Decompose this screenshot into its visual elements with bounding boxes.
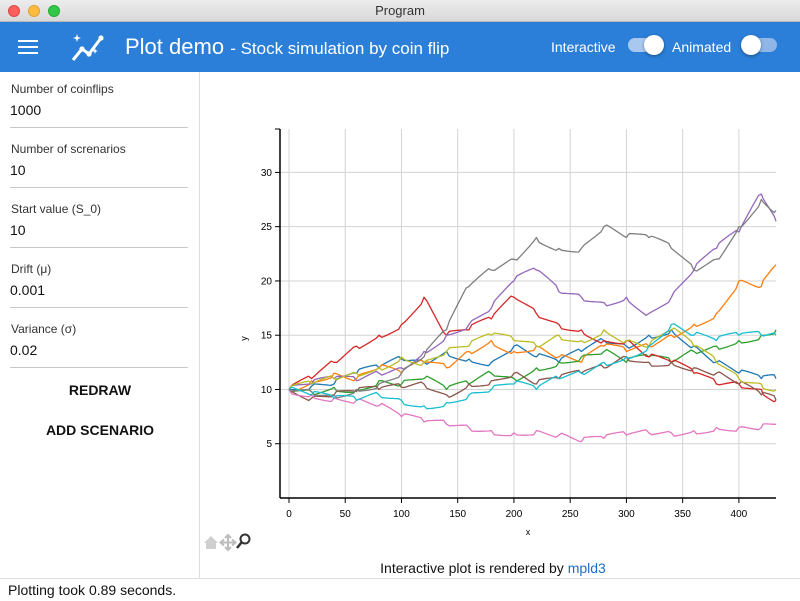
- coinflips-input[interactable]: [10, 100, 188, 120]
- scenarios-input[interactable]: [10, 160, 188, 180]
- stock-simulation-chart[interactable]: 0 50 100 150 200 250 300 350 400 5 10 15 20 25 30 x y: [201, 72, 800, 560]
- plot-caption: Interactive plot is rendered by mpld3: [201, 560, 785, 576]
- x-tick-label: 0: [286, 509, 292, 520]
- chart-logo-icon: [71, 34, 104, 61]
- series-line-6: [288, 389, 777, 443]
- variance-field: Variance (σ): [10, 312, 188, 368]
- close-window-button[interactable]: [8, 5, 20, 17]
- y-tick-label: 30: [261, 168, 273, 179]
- pan-icon[interactable]: [218, 533, 238, 552]
- x-tick-label: 200: [506, 509, 523, 520]
- window-title: Program: [375, 3, 425, 18]
- app-title: Plot demo - Stock simulation by coin fli…: [125, 34, 449, 60]
- y-tick-label: 20: [261, 276, 273, 287]
- x-tick-label: 100: [393, 509, 410, 520]
- parameters-sidebar: Number of coinflips Number of screnarios…: [0, 72, 200, 578]
- start-value-label: Start value (S_0): [11, 202, 102, 216]
- minimize-window-button[interactable]: [28, 5, 40, 17]
- y-tick-label: 5: [266, 439, 272, 450]
- series-line-7: [288, 198, 777, 399]
- y-tick-label: 25: [261, 222, 273, 233]
- coinflips-field: Number of coinflips: [10, 72, 188, 128]
- chart-grid: [280, 129, 776, 498]
- home-icon[interactable]: [204, 536, 218, 549]
- scenarios-field: Number of screnarios: [10, 132, 188, 188]
- plot-area: 0 50 100 150 200 250 300 350 400 5 10 15 20 25 30 x y In…: [201, 72, 800, 578]
- series-line-4: [288, 193, 777, 390]
- status-text: Plotting took 0.89 seconds.: [8, 582, 177, 598]
- interactive-toggle[interactable]: [628, 35, 664, 55]
- drift-field: Drift (μ): [10, 252, 188, 308]
- add-scenario-button[interactable]: ADD SCENARIO: [45, 422, 155, 438]
- plot-caption-text: Interactive plot is rendered by: [380, 560, 568, 576]
- redraw-button[interactable]: REDRAW: [68, 382, 132, 398]
- x-tick-label: 350: [674, 509, 691, 520]
- y-tick-label: 10: [261, 385, 273, 396]
- hamburger-menu-icon[interactable]: [18, 40, 38, 54]
- series-line-1: [288, 264, 777, 393]
- start-value-input[interactable]: [10, 220, 188, 240]
- x-tick-label: 150: [449, 509, 466, 520]
- x-tick-label: 250: [562, 509, 579, 520]
- y-tick-label: 15: [261, 331, 273, 342]
- series-line-5: [288, 355, 777, 402]
- app-title-text: Plot demo: [125, 34, 225, 59]
- x-tick-label: 50: [340, 509, 352, 520]
- app-bar: Plot demo - Stock simulation by coin fli…: [0, 22, 800, 72]
- drift-input[interactable]: [10, 280, 188, 300]
- y-axis-label: y: [239, 336, 249, 341]
- toggle-knob: [644, 35, 664, 55]
- variance-input[interactable]: [10, 340, 188, 360]
- coinflips-label: Number of coinflips: [11, 82, 114, 96]
- app-subtitle: - Stock simulation by coin flip: [230, 39, 450, 58]
- toggle-knob: [741, 35, 761, 55]
- series-line-3: [288, 295, 777, 403]
- animated-toggle[interactable]: [741, 35, 777, 55]
- scenarios-label: Number of screnarios: [11, 142, 126, 156]
- mpld3-link[interactable]: mpld3: [567, 560, 606, 576]
- window-title-bar: Program: [0, 0, 800, 22]
- variance-label: Variance (σ): [11, 322, 77, 336]
- drift-label: Drift (μ): [11, 262, 52, 276]
- series-line-0: [288, 329, 777, 391]
- chart-lines: [288, 193, 777, 443]
- series-line-9: [288, 323, 777, 410]
- chart-axes: 0 50 100 150 200 250 300 350 400 5 10 15 20 25 30 x y: [239, 128, 776, 537]
- maximize-window-button[interactable]: [48, 5, 60, 17]
- x-tick-label: 400: [731, 509, 748, 520]
- animated-toggle-label: Animated: [672, 39, 732, 55]
- x-tick-label: 300: [618, 509, 635, 520]
- start-value-field: Start value (S_0): [10, 192, 188, 248]
- interactive-toggle-label: Interactive: [551, 39, 616, 55]
- series-line-8: [288, 327, 777, 392]
- zoom-icon[interactable]: [236, 533, 251, 549]
- x-axis-label: x: [526, 527, 531, 537]
- plot-toolbar: [204, 533, 251, 552]
- status-bar: Plotting took 0.89 seconds.: [0, 578, 800, 600]
